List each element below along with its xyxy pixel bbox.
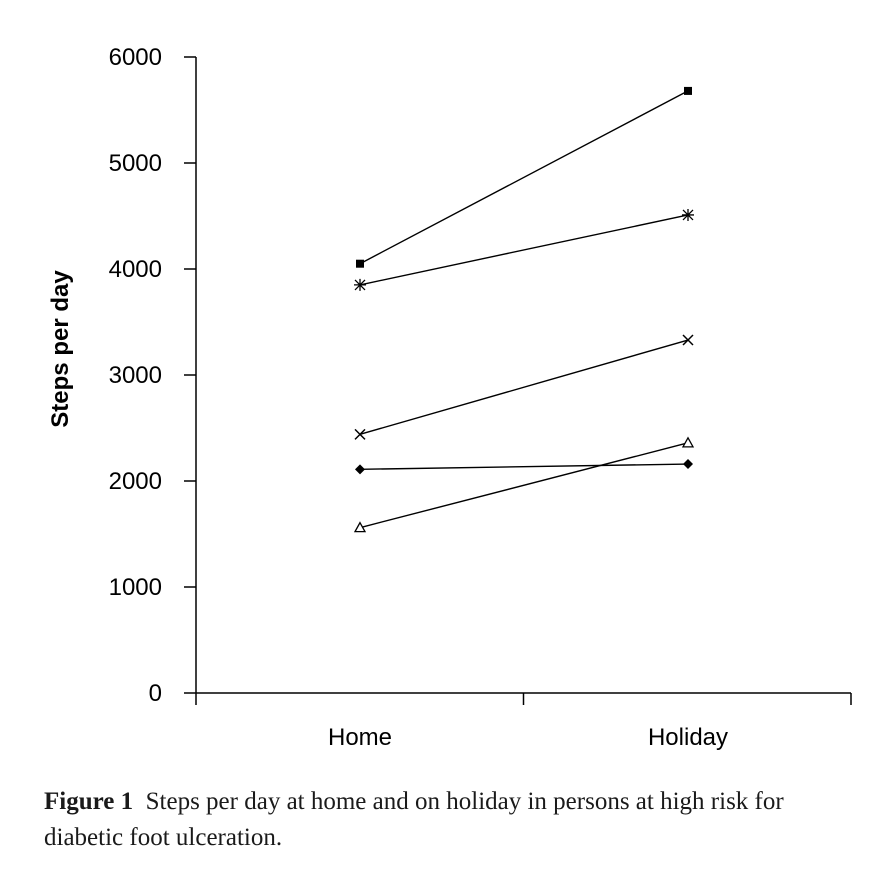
series-layer	[353, 86, 695, 533]
y-tick-label: 3000	[109, 362, 162, 389]
y-tick-label: 6000	[109, 44, 162, 71]
series-diamond	[355, 459, 693, 475]
data-point	[353, 521, 367, 533]
y-tick-label: 1000	[109, 574, 162, 601]
data-point	[681, 436, 695, 448]
series-line	[359, 214, 689, 286]
caption-text: Steps per day at home and on holiday in …	[44, 788, 784, 851]
y-axis: 0 1000 2000 3000 4000 5000 6000	[109, 44, 197, 707]
figure-caption: Figure 1 Steps per day at home and on ho…	[44, 784, 864, 856]
x-tick-label: Home	[328, 724, 392, 751]
data-point	[682, 208, 694, 221]
series-line	[359, 90, 689, 265]
data-point	[683, 459, 693, 470]
data-point	[356, 259, 364, 268]
series-x	[354, 334, 694, 440]
series-square	[356, 86, 692, 268]
series-line	[359, 463, 689, 471]
line-chart: 0 1000 2000 3000 4000 5000 6000 Home Holiday St…	[47, 44, 852, 751]
y-tick-label: 0	[149, 680, 162, 707]
data-point	[682, 334, 694, 346]
data-point	[355, 464, 365, 475]
x-tick-label: Holiday	[648, 724, 728, 751]
y-tick-label: 5000	[109, 150, 162, 177]
y-axis-label: Steps per day	[47, 270, 74, 428]
x-axis: Home Holiday	[195, 692, 852, 751]
series-triangle-open	[353, 436, 695, 533]
data-point	[684, 86, 692, 95]
series-line	[359, 442, 689, 529]
series-line	[359, 339, 689, 436]
caption-label: Figure 1	[44, 788, 134, 815]
series-asterisk	[354, 208, 694, 291]
data-point	[354, 278, 366, 291]
y-tick-label: 4000	[109, 256, 162, 283]
data-point	[354, 428, 366, 440]
y-tick-label: 2000	[109, 468, 162, 495]
